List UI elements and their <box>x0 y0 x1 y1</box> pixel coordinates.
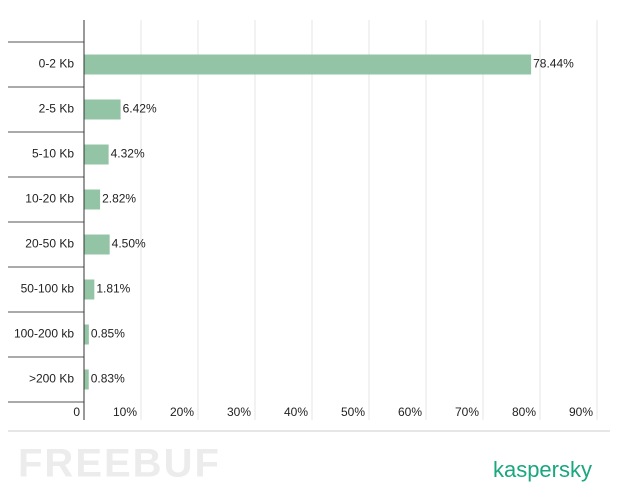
x-tick-label: 60% <box>398 405 422 419</box>
bar <box>84 189 101 210</box>
x-tick-label: 90% <box>569 405 593 419</box>
y-tick-label: 50-100 kb <box>21 282 75 296</box>
bar <box>84 324 89 345</box>
value-label: 1.81% <box>96 282 130 296</box>
bar <box>84 369 89 390</box>
x-tick-label: 70% <box>455 405 479 419</box>
x-tick-label: 10% <box>113 405 137 419</box>
y-tick-label: 10-20 Kb <box>25 192 74 206</box>
logo: kaspersky <box>493 457 592 482</box>
x-tick-label: 40% <box>284 405 308 419</box>
y-tick-label: 2-5 Kb <box>39 102 75 116</box>
value-label: 2.82% <box>102 192 136 206</box>
bar <box>84 279 95 300</box>
x-tick-label: 30% <box>227 405 251 419</box>
y-tick-label: >200 Kb <box>29 372 74 386</box>
x-tick-label: 80% <box>512 405 536 419</box>
bar <box>84 54 532 75</box>
value-label: 4.50% <box>112 237 146 251</box>
y-tick-label: 5-10 Kb <box>32 147 74 161</box>
value-label: 6.42% <box>123 102 157 116</box>
value-label: 78.44% <box>533 57 574 71</box>
bar <box>84 99 121 120</box>
x-tick-label: 20% <box>170 405 194 419</box>
value-label: 0.85% <box>91 327 125 341</box>
y-tick-label: 100-200 kb <box>14 327 74 341</box>
bar <box>84 144 109 165</box>
y-tick-label: 20-50 Kb <box>25 237 74 251</box>
value-label: 0.83% <box>91 372 125 386</box>
bar <box>84 234 110 255</box>
x-tick-label: 0 <box>73 405 80 419</box>
value-label: 4.32% <box>111 147 145 161</box>
y-tick-label: 0-2 Kb <box>39 57 75 71</box>
x-tick-label: 50% <box>341 405 365 419</box>
watermark: FREEBUF <box>18 442 221 486</box>
